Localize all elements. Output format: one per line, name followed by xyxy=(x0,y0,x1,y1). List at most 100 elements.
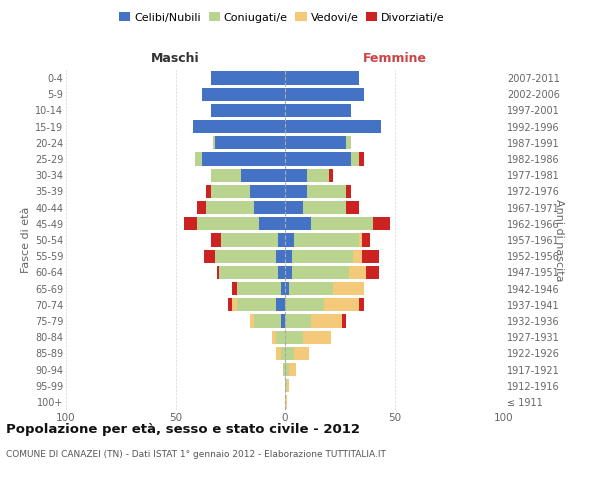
Bar xyxy=(333,282,364,295)
Bar xyxy=(285,88,364,101)
Bar xyxy=(342,314,346,328)
Bar xyxy=(285,314,311,328)
Bar xyxy=(281,282,285,295)
Bar xyxy=(349,266,366,279)
Bar xyxy=(195,152,202,166)
Bar xyxy=(285,120,382,134)
Bar xyxy=(232,298,237,312)
Bar xyxy=(285,234,294,246)
Bar xyxy=(292,266,349,279)
Bar xyxy=(302,201,346,214)
Bar xyxy=(206,185,211,198)
Bar xyxy=(307,168,329,182)
Y-axis label: Fasce di età: Fasce di età xyxy=(20,207,31,273)
Bar xyxy=(287,379,289,392)
Bar xyxy=(362,250,379,263)
Bar xyxy=(285,104,351,117)
Bar xyxy=(211,168,241,182)
Bar xyxy=(289,282,333,295)
Bar xyxy=(204,250,215,263)
Bar xyxy=(220,266,278,279)
Legend: Celibi/Nubili, Coniugati/e, Vedovi/e, Divorziati/e: Celibi/Nubili, Coniugati/e, Vedovi/e, Di… xyxy=(115,8,449,27)
Bar xyxy=(285,136,346,149)
Bar xyxy=(359,298,364,312)
Bar xyxy=(283,363,285,376)
Bar xyxy=(228,298,232,312)
Bar xyxy=(211,234,221,246)
Bar xyxy=(311,217,373,230)
Bar xyxy=(259,217,285,230)
Bar xyxy=(346,136,350,149)
Bar xyxy=(362,234,370,246)
Bar xyxy=(325,298,359,312)
Bar xyxy=(197,201,206,214)
Bar xyxy=(193,120,285,134)
Bar xyxy=(359,234,362,246)
Bar xyxy=(254,201,285,214)
Bar xyxy=(353,250,362,263)
Bar xyxy=(311,314,342,328)
Bar xyxy=(278,266,285,279)
Text: COMUNE DI CANAZEI (TN) - Dati ISTAT 1° gennaio 2012 - Elaborazione TUTTITALIA.IT: COMUNE DI CANAZEI (TN) - Dati ISTAT 1° g… xyxy=(6,450,386,459)
Bar xyxy=(302,330,331,344)
Bar xyxy=(285,201,302,214)
Bar xyxy=(250,314,254,328)
Bar xyxy=(213,136,215,149)
Bar xyxy=(276,346,281,360)
Bar xyxy=(285,266,292,279)
Bar xyxy=(289,363,296,376)
Bar xyxy=(254,314,281,328)
Bar xyxy=(285,185,307,198)
Bar xyxy=(281,314,285,328)
Bar xyxy=(215,250,276,263)
Bar xyxy=(197,217,259,230)
Bar xyxy=(215,136,285,149)
Text: Popolazione per età, sesso e stato civile - 2012: Popolazione per età, sesso e stato civil… xyxy=(6,422,360,436)
Bar xyxy=(285,250,292,263)
Text: Femmine: Femmine xyxy=(362,52,427,65)
Bar xyxy=(202,152,285,166)
Bar xyxy=(285,346,294,360)
Bar xyxy=(278,234,285,246)
Bar xyxy=(206,201,254,214)
Y-axis label: Anni di nascita: Anni di nascita xyxy=(554,198,564,281)
Bar xyxy=(346,185,350,198)
Bar xyxy=(307,185,346,198)
Bar xyxy=(359,152,364,166)
Bar xyxy=(211,104,285,117)
Bar xyxy=(281,346,285,360)
Bar xyxy=(237,282,281,295)
Bar xyxy=(202,88,285,101)
Bar xyxy=(276,250,285,263)
Bar xyxy=(221,234,278,246)
Bar xyxy=(211,72,285,85)
Bar xyxy=(285,168,307,182)
Bar xyxy=(285,330,302,344)
Bar xyxy=(285,282,289,295)
Bar xyxy=(272,330,276,344)
Bar xyxy=(250,185,285,198)
Bar xyxy=(351,152,359,166)
Bar xyxy=(276,330,285,344)
Bar xyxy=(373,217,390,230)
Bar xyxy=(237,298,276,312)
Bar xyxy=(184,217,197,230)
Bar xyxy=(285,396,287,408)
Bar xyxy=(232,282,237,295)
Bar xyxy=(294,234,359,246)
Bar xyxy=(366,266,379,279)
Bar xyxy=(329,168,333,182)
Bar xyxy=(285,298,325,312)
Bar xyxy=(346,201,359,214)
Bar xyxy=(285,363,289,376)
Bar xyxy=(285,379,287,392)
Bar xyxy=(285,72,359,85)
Bar xyxy=(276,298,285,312)
Bar xyxy=(217,266,220,279)
Bar xyxy=(294,346,309,360)
Text: Maschi: Maschi xyxy=(151,52,200,65)
Bar xyxy=(285,152,351,166)
Bar xyxy=(241,168,285,182)
Bar xyxy=(285,217,311,230)
Bar xyxy=(211,185,250,198)
